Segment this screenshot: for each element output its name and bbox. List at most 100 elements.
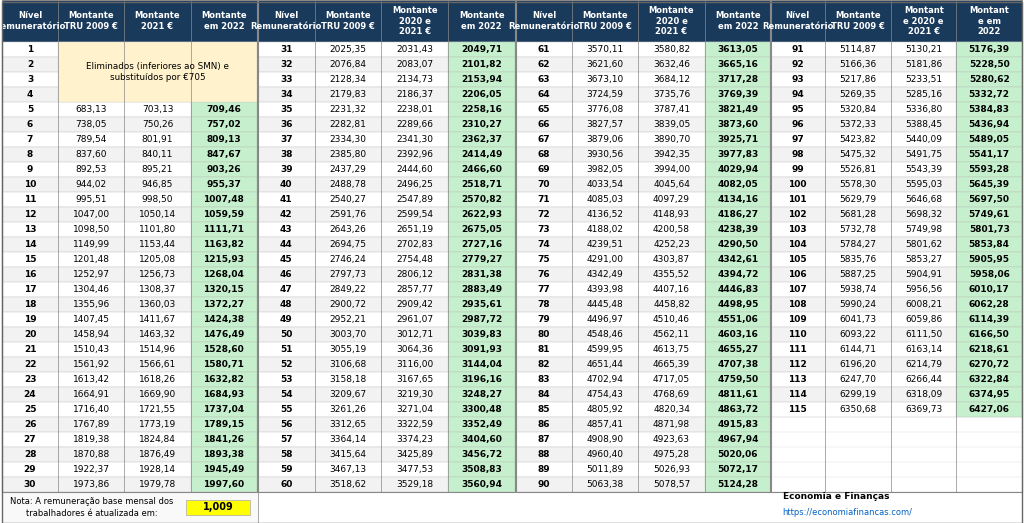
Text: 5887,25: 5887,25 <box>840 270 877 279</box>
Text: 8: 8 <box>27 150 33 159</box>
Text: Montante
em 2022: Montante em 2022 <box>201 12 247 31</box>
Text: 4445,48: 4445,48 <box>587 300 624 309</box>
Text: 5905,95: 5905,95 <box>969 255 1010 264</box>
Text: 35: 35 <box>280 105 293 114</box>
Text: 3425,89: 3425,89 <box>396 450 433 459</box>
Text: 944,02: 944,02 <box>76 180 106 189</box>
Text: 100: 100 <box>788 180 807 189</box>
Bar <box>2 282 257 297</box>
Bar <box>190 207 257 222</box>
Text: 1561,92: 1561,92 <box>73 360 110 369</box>
Bar <box>449 417 515 432</box>
Bar <box>956 192 1022 207</box>
Text: 4863,72: 4863,72 <box>717 405 759 414</box>
Bar <box>258 162 515 177</box>
Text: 1476,49: 1476,49 <box>203 330 245 339</box>
Text: 4188,02: 4188,02 <box>587 225 624 234</box>
Text: 1355,96: 1355,96 <box>73 300 110 309</box>
Bar <box>449 342 515 357</box>
Bar <box>705 417 771 432</box>
Bar <box>770 162 1022 177</box>
Bar <box>258 237 515 252</box>
Text: 4655,27: 4655,27 <box>717 345 759 354</box>
Text: 4702,94: 4702,94 <box>587 375 624 384</box>
Text: 7: 7 <box>27 135 33 144</box>
Bar <box>258 192 515 207</box>
Bar <box>2 297 257 312</box>
Text: 106: 106 <box>788 270 807 279</box>
Text: 2952,21: 2952,21 <box>330 315 367 324</box>
Text: 6318,09: 6318,09 <box>905 390 942 399</box>
Text: 87: 87 <box>538 435 550 444</box>
Text: 2496,25: 2496,25 <box>396 180 433 189</box>
Bar <box>186 500 250 515</box>
Text: 5489,05: 5489,05 <box>969 135 1010 144</box>
Text: 750,26: 750,26 <box>142 120 173 129</box>
Text: 1613,42: 1613,42 <box>73 375 110 384</box>
Text: 3890,70: 3890,70 <box>653 135 690 144</box>
Bar <box>770 42 1022 57</box>
Text: 94: 94 <box>792 90 804 99</box>
Text: 3261,26: 3261,26 <box>330 405 367 414</box>
Text: 5285,16: 5285,16 <box>905 90 942 99</box>
Text: 5436,94: 5436,94 <box>969 120 1010 129</box>
Bar <box>258 177 515 192</box>
Text: 3977,83: 3977,83 <box>717 150 759 159</box>
Text: 3769,39: 3769,39 <box>717 90 759 99</box>
Text: 2414,49: 2414,49 <box>461 150 503 159</box>
Bar <box>190 177 257 192</box>
Bar <box>2 387 257 402</box>
Text: 5072,17: 5072,17 <box>718 465 759 474</box>
Bar <box>449 282 515 297</box>
Bar <box>770 87 1022 102</box>
Text: 3621,60: 3621,60 <box>587 60 624 69</box>
Text: 6266,44: 6266,44 <box>905 375 942 384</box>
Bar <box>190 402 257 417</box>
Text: 1510,43: 1510,43 <box>73 345 110 354</box>
Text: 19: 19 <box>24 315 37 324</box>
Text: 3374,23: 3374,23 <box>396 435 433 444</box>
Text: 5543,39: 5543,39 <box>905 165 942 174</box>
Text: 5475,32: 5475,32 <box>840 150 877 159</box>
Bar <box>258 117 515 132</box>
Text: 709,46: 709,46 <box>207 105 242 114</box>
Bar <box>2 327 257 342</box>
Text: 6059,86: 6059,86 <box>905 315 942 324</box>
Bar <box>705 207 771 222</box>
Text: 1111,71: 1111,71 <box>204 225 245 234</box>
Bar <box>516 342 771 357</box>
Text: 103: 103 <box>788 225 807 234</box>
Text: 5233,51: 5233,51 <box>905 75 942 84</box>
Text: 83: 83 <box>538 375 550 384</box>
Bar <box>516 327 771 342</box>
Text: 2570,82: 2570,82 <box>461 195 502 204</box>
Bar <box>258 402 515 417</box>
Bar <box>449 297 515 312</box>
Text: 2643,26: 2643,26 <box>330 225 367 234</box>
Bar <box>258 42 515 57</box>
Text: 2334,30: 2334,30 <box>330 135 367 144</box>
Text: 4613,75: 4613,75 <box>653 345 690 354</box>
Text: 1979,78: 1979,78 <box>139 480 176 489</box>
Bar <box>956 102 1022 117</box>
Text: 2076,84: 2076,84 <box>330 60 367 69</box>
Bar <box>770 102 1022 117</box>
Text: 5578,30: 5578,30 <box>840 180 877 189</box>
Text: 2547,89: 2547,89 <box>396 195 433 204</box>
Text: 2258,16: 2258,16 <box>461 105 502 114</box>
Text: 4342,61: 4342,61 <box>717 255 759 264</box>
Text: 6270,72: 6270,72 <box>969 360 1010 369</box>
Bar <box>190 312 257 327</box>
Bar <box>516 87 771 102</box>
Bar <box>2 57 257 72</box>
Text: 4239,51: 4239,51 <box>587 240 624 249</box>
Text: 3106,68: 3106,68 <box>330 360 367 369</box>
Text: 4498,95: 4498,95 <box>717 300 759 309</box>
Bar <box>2 147 257 162</box>
Text: 1819,38: 1819,38 <box>73 435 110 444</box>
Bar <box>956 252 1022 267</box>
Text: 1059,59: 1059,59 <box>204 210 245 219</box>
Bar <box>258 357 515 372</box>
Text: 683,13: 683,13 <box>76 105 106 114</box>
Bar <box>956 72 1022 87</box>
